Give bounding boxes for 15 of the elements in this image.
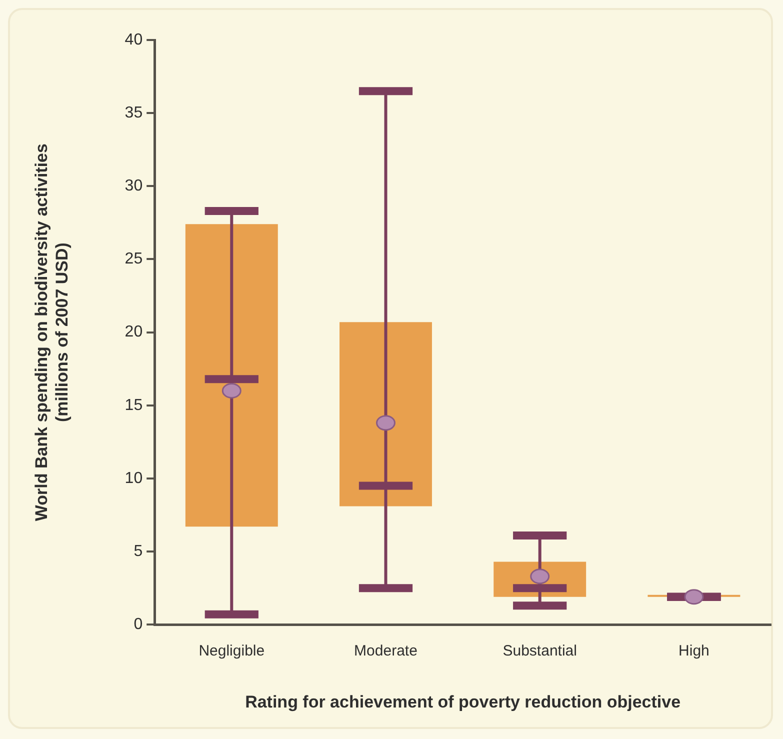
y-tick-label: 35 [124,104,143,122]
y-tick-label: 20 [124,324,143,341]
y-tick-label: 15 [124,396,143,414]
y-axis-title: World Bank spending on biodiversity activities (millions of 2007 USD) [32,144,72,522]
y-tick-label: 0 [134,616,143,634]
y-tick-label: 25 [124,250,143,268]
x-tick-label: High [678,642,710,660]
y-tick-label: 30 [124,178,143,195]
x-tick-label: Substantial [502,642,577,660]
y-tick-label: 10 [124,470,143,487]
x-tick-label: Negligible [198,642,265,660]
x-axis-title: Rating for achievement of poverty reduction objective [245,692,681,712]
x-tick-label: Moderate [354,642,418,660]
y-tick-label: 40 [124,31,143,48]
y-tick-label: 5 [134,542,143,560]
